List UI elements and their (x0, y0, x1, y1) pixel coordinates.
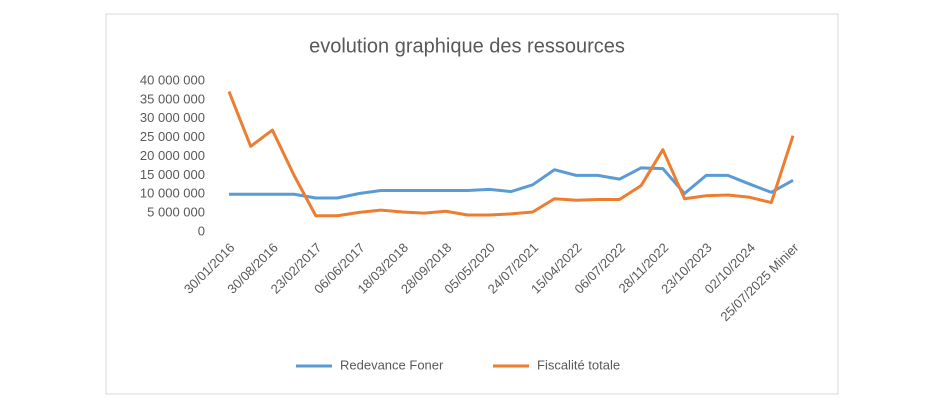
y-tick-label: 40 000 000 (140, 72, 205, 87)
y-tick-label: 10 000 000 (140, 186, 205, 201)
y-tick-label: 25 000 000 (140, 129, 205, 144)
series-line (227, 91, 795, 218)
y-tick-label: 15 000 000 (140, 167, 205, 182)
y-tick-label: 30 000 000 (140, 110, 205, 125)
legend-label: Redevance Foner (340, 357, 444, 372)
y-tick-label: 35 000 000 (140, 91, 205, 106)
legend-label: Fiscalité totale (537, 357, 620, 372)
y-tick-label: 5 000 000 (147, 205, 205, 220)
y-tick-label: 20 000 000 (140, 148, 205, 163)
chart-frame (105, 13, 839, 395)
series-line (229, 166, 794, 200)
chart-title: evolution graphique des ressources (309, 35, 625, 57)
y-tick-label: 0 (198, 223, 205, 238)
